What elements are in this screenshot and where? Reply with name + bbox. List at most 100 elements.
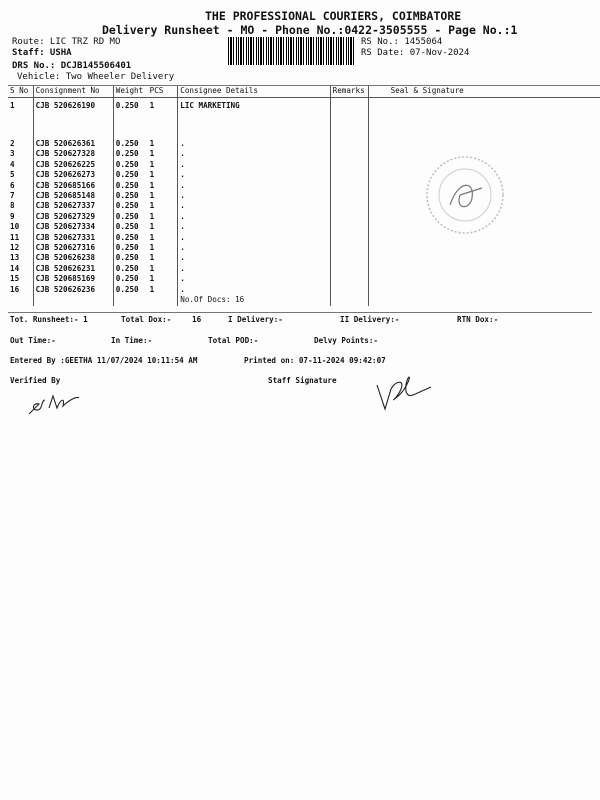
pcs-cell: 1 — [149, 149, 155, 159]
sno-cell: 15 — [10, 274, 20, 284]
entered-by: Entered By :GEETHA 11/07/2024 10:11:54 A… — [10, 356, 198, 365]
table-row: 6 CJB 520685166 0.250 1. — [8, 180, 600, 192]
pcs-cell: 1 — [149, 101, 155, 110]
sno-cell: 8 — [10, 201, 15, 211]
total-dox-label: Total Dox:- — [121, 315, 172, 324]
pcs-cell: 1 — [149, 222, 155, 232]
table-header: S No Consignment No Weight PCS Consignee… — [8, 85, 600, 98]
consignment-table: S No Consignment No Weight PCS Consignee… — [8, 85, 600, 306]
sno-cell: 14 — [10, 263, 20, 273]
rtn-dox: RTN Dox:- — [457, 315, 499, 324]
weight-cell: 0.250 — [112, 139, 148, 150]
pcs-cell: 1 — [149, 201, 155, 211]
consignment-cell: CJB 520685166 — [32, 180, 114, 192]
vehicle: Vehicle: Two Wheeler Delivery — [17, 72, 175, 82]
ii-delivery: II Delivery:- — [340, 315, 400, 324]
consignee-cell: . — [177, 180, 331, 192]
consignment-cell: CJB 520627328 — [32, 149, 114, 160]
weight-cell: 0.250 — [112, 97, 148, 139]
weight-cell: 0.250 — [112, 170, 148, 181]
consignee-cell: . — [177, 243, 331, 254]
seal-cell — [367, 253, 600, 264]
out-time: Out Time:- — [10, 336, 56, 345]
consignee-cell: . — [177, 232, 331, 244]
consignment-cell: CJB 520685148 — [32, 191, 114, 202]
consignment-cell: CJB 520626225 — [32, 159, 114, 171]
consignee-cell: LIC MARKETING — [177, 97, 331, 139]
weight-cell: 0.250 — [112, 159, 148, 171]
weight-cell: 0.250 — [112, 232, 148, 244]
consignment-cell: CJB 520626361 — [32, 139, 114, 150]
col-pcs: PCS — [147, 85, 178, 98]
consignment-cell: CJB 520627337 — [32, 201, 114, 212]
table-row: 12 CJB 520627316 0.250 1. — [8, 243, 600, 254]
consignee-cell: . — [177, 274, 331, 285]
verifier-signature — [28, 394, 80, 415]
consignee-cell: . — [177, 191, 331, 202]
remarks-cell — [329, 211, 369, 223]
seal-cell — [367, 243, 600, 254]
total-pod: Total POD:- — [208, 336, 259, 345]
consignment-cell — [32, 295, 114, 306]
consignment-cell: CJB 520685169 — [32, 274, 114, 285]
remarks-cell — [329, 159, 369, 171]
remarks-cell — [329, 284, 369, 296]
weight-cell: 0.250 — [112, 191, 148, 202]
table-row: 4 CJB 520626225 0.250 1. — [8, 159, 600, 171]
table-row: 5 CJB 520626273 0.250 1. — [8, 170, 600, 181]
runsheet-title: Delivery Runsheet - MO - Phone No.:0422-… — [102, 23, 518, 37]
consignment-cell: CJB 520626231 — [32, 263, 114, 275]
delvy-points: Delvy Points:- — [314, 336, 379, 345]
seal-stamp — [426, 156, 504, 234]
remarks-cell — [329, 180, 369, 192]
sno-cell: 10 — [10, 222, 20, 232]
weight-cell: 0.250 — [112, 274, 148, 285]
drs-number: DRS No.: DCJB145506401 — [12, 61, 132, 71]
col-consignment: Consignment No — [32, 85, 114, 98]
consignment-cell: CJB 520627329 — [32, 211, 114, 223]
total-dox-value: 16 — [192, 315, 202, 324]
seal-cell — [367, 295, 600, 306]
sno-cell: 7 — [10, 191, 15, 201]
weight-cell: 0.250 — [112, 263, 148, 275]
remarks-cell — [329, 139, 369, 150]
remarks-cell — [329, 222, 369, 233]
table-row: 11 CJB 520627331 0.250 1. — [8, 232, 600, 244]
docs-row: No.Of Docs: 16 — [8, 295, 600, 306]
sno-cell: 2 — [10, 139, 15, 148]
seal-cell — [367, 191, 600, 202]
seal-cell — [367, 284, 600, 296]
remarks-cell — [329, 274, 369, 285]
table-row: 3 CJB 520627328 0.250 1. — [8, 149, 600, 160]
consignee-cell: . — [177, 170, 331, 181]
verified-by-label: Verified By — [10, 376, 61, 385]
consignment-cell: CJB 520627316 — [32, 243, 114, 254]
staff-signature — [376, 376, 432, 411]
table-row: 8 CJB 520627337 0.250 1. — [8, 201, 600, 212]
weight-cell: 0.250 — [112, 284, 148, 296]
consignee-cell: . — [177, 222, 331, 233]
col-consignee: Consignee Details — [177, 85, 331, 98]
pcs-cell: 1 — [149, 180, 155, 190]
barcode — [228, 37, 354, 65]
consignment-cell: CJB 520626236 — [32, 284, 114, 296]
seal-cell — [367, 180, 600, 192]
remarks-cell — [329, 243, 369, 254]
staff-signature-label: Staff Signature — [268, 376, 337, 385]
pcs-cell: 1 — [149, 243, 155, 253]
remarks-cell — [329, 149, 369, 160]
sno-cell: 4 — [10, 159, 15, 169]
pcs-cell — [148, 295, 178, 305]
seal-cell — [367, 263, 600, 275]
sno-cell — [8, 295, 33, 305]
consignee-cell: . — [177, 201, 331, 212]
table-bottom-rule — [8, 312, 592, 313]
no-of-docs: No.Of Docs: 16 — [177, 295, 331, 306]
staff: Staff: USHA — [12, 48, 72, 58]
seal-cell — [367, 139, 600, 150]
sno-cell: 5 — [10, 170, 15, 180]
pcs-cell: 1 — [149, 139, 155, 148]
consignee-cell: . — [177, 149, 331, 160]
table-row: 15 CJB 520685169 0.250 1. — [8, 274, 600, 285]
pcs-cell: 1 — [149, 191, 155, 201]
